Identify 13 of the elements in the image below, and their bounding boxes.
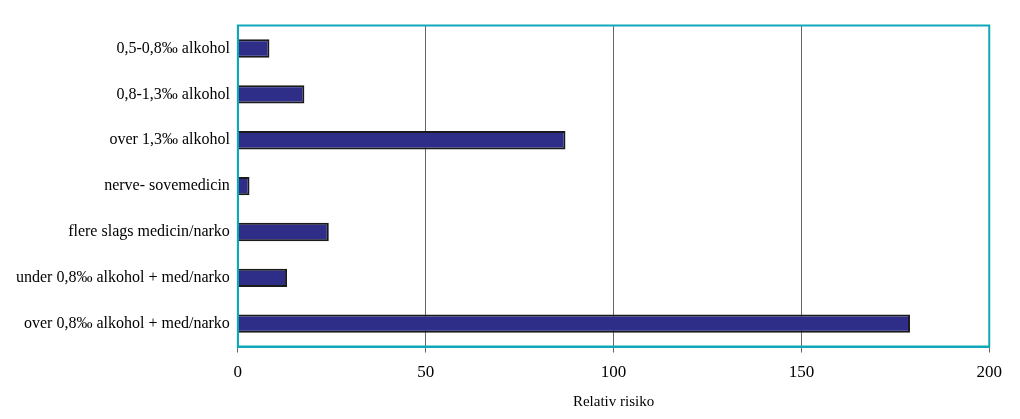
y-tick-label: 0,5-0,8‰ alkohol [116,38,231,56]
x-tick-label: 0 [233,362,243,382]
x-tick-label: 100 [600,362,627,382]
y-tick-label: under 0,8‰ alkohol + med/narko [15,268,230,286]
y-tick-label: nerve- sovemedicin [104,176,230,194]
x-tick-label: 50 [417,362,435,382]
x-tick-label: 150 [788,362,815,382]
y-tick-label: flere slags medicin/narko [68,222,230,241]
y-tick-label: 0,8-1,3‰ alkohol [116,84,231,102]
x-tick-label: 200 [976,362,1002,382]
x-axis-title: Relativ risiko [572,392,655,409]
y-tick-label: over 0,8‰ alkohol + med/narko [23,313,230,331]
y-tick-label: over 1,3‰ alkohol [109,130,231,148]
